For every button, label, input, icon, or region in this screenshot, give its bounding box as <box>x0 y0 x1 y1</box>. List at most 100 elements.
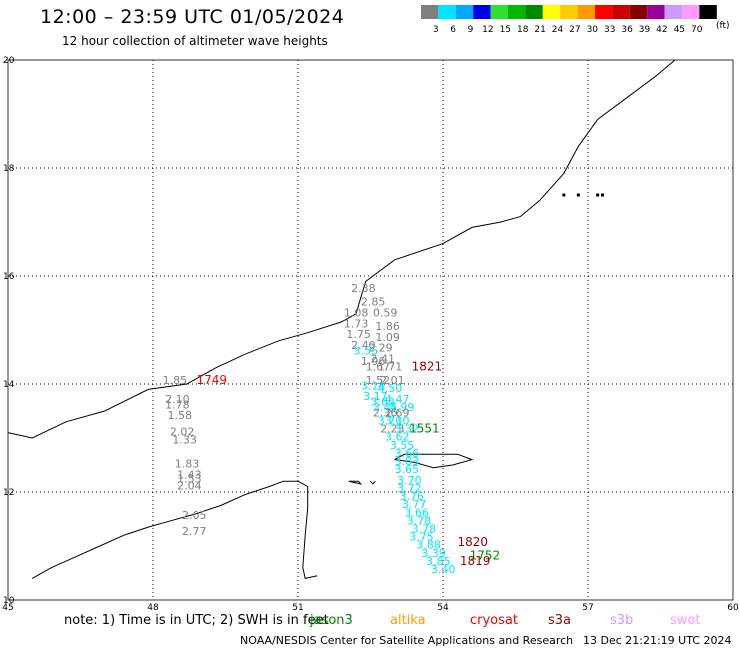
x-tick-label: 60 <box>727 603 739 612</box>
legend-tick-label: 39 <box>639 25 651 35</box>
legend-color-swatch <box>595 5 613 19</box>
legend-tick-label: 12 <box>482 25 493 35</box>
legend-color-swatch <box>455 5 474 19</box>
legend-tick-label: 21 <box>534 25 545 35</box>
data-point-label: 3.78 <box>412 523 437 536</box>
data-point-label: 3.88 <box>416 539 441 552</box>
island-mark <box>596 193 600 197</box>
data-point-label: 2.23 <box>380 423 405 436</box>
data-point-label: 1.53 <box>177 472 202 485</box>
data-point-label: 3.32 <box>395 423 420 436</box>
data-point-label: 3.14 <box>361 379 386 392</box>
legend-color-swatch <box>560 5 578 19</box>
satellite-label-s3a: s3a <box>548 613 572 628</box>
data-point-label: 1.52 <box>366 374 391 387</box>
legend-unit-label: (ft) <box>716 21 730 31</box>
legend-tick-label: 18 <box>517 25 529 35</box>
data-point-label: 3.39 <box>421 547 446 560</box>
data-point-label: 2.01 <box>380 374 405 387</box>
satellite-label-swot: swot <box>670 613 701 628</box>
data-point-label: 3.70 <box>397 474 422 487</box>
data-point-label: 2.40 <box>351 339 376 352</box>
data-point-label: 1.85 <box>163 374 188 387</box>
legend-tick-label: 70 <box>691 25 703 35</box>
legend-color-swatch <box>473 5 491 19</box>
data-point-label: 3.62 <box>371 396 396 409</box>
legend-color-swatch <box>629 5 648 19</box>
island-mark <box>576 193 580 197</box>
legend-color-swatch <box>490 5 508 19</box>
data-point-label: 1.75 <box>346 328 371 341</box>
data-point-label: 0.59 <box>373 307 398 320</box>
legend-tick-label: 15 <box>500 25 511 35</box>
data-point-label: 1752 <box>470 549 501 563</box>
satellite-label-altika: altika <box>390 613 426 628</box>
coastline <box>348 480 363 485</box>
data-point-label: 1551 <box>409 422 440 436</box>
data-point-label: 2.02 <box>170 425 195 438</box>
y-tick-label: 12 <box>3 488 14 498</box>
data-point-label: 3.72 <box>397 482 422 495</box>
island-mark <box>601 193 604 197</box>
legend-color-swatch <box>664 5 682 19</box>
x-tick-label: 54 <box>437 603 449 612</box>
legend-tick-label: 30 <box>587 25 599 35</box>
island-mark <box>562 193 566 197</box>
data-point-label: 1.67 <box>366 361 391 374</box>
legend-tick-label: 45 <box>674 25 685 35</box>
legend-color-swatch <box>421 5 439 19</box>
data-point-label: 1.83 <box>175 458 200 471</box>
legend-tick-label: 6 <box>450 25 456 35</box>
data-point-label: 2.10 <box>165 393 190 406</box>
data-point-label: 2.77 <box>182 525 207 538</box>
satellite-label-s3b: s3b <box>610 613 634 628</box>
satellite-label-cryosat: cryosat <box>470 613 518 628</box>
data-point-label: 4.47 <box>385 393 410 406</box>
y-tick-label: 10 <box>3 596 15 606</box>
coastline <box>394 453 474 469</box>
y-tick-label: 14 <box>3 380 15 390</box>
legend-color-scale: 3 6 9 12 15 18 21 24 27 30 33 36 39 42 45 70 <box>421 5 717 35</box>
x-tick-label: 48 <box>147 603 159 612</box>
data-point-label: 3.55 <box>390 439 415 452</box>
data-point-label: 3.78 <box>407 514 432 527</box>
coastline <box>31 480 318 579</box>
data-point-label: 1.86 <box>375 320 400 333</box>
data-point-label: 1819 <box>460 554 491 568</box>
y-tick-label: 18 <box>3 164 15 174</box>
footer-credit: NOAA/NESDIS Center for Satellite Applica… <box>240 634 574 647</box>
page-title: 12:00 – 23:59 UTC 01/05/2024 <box>40 6 345 28</box>
legend-color-swatch <box>542 5 561 19</box>
legend-color-swatch <box>612 5 630 19</box>
data-point-label: 1.73 <box>344 317 369 330</box>
y-tick-label: 16 <box>3 272 15 282</box>
data-point-label: 1821 <box>412 360 443 374</box>
data-point-label: 2.41 <box>371 352 396 365</box>
data-point-label: 3.66 <box>395 447 420 460</box>
data-point-label: 3.75 <box>409 531 434 544</box>
satellite-label-jason3: jason3 <box>310 613 353 628</box>
x-tick-label: 45 <box>2 603 13 612</box>
legend-color-swatch <box>647 5 665 19</box>
data-point-label: 3.70 <box>378 415 403 428</box>
data-point-label: 3.85 <box>426 555 451 568</box>
note-text: note: 1) Time is in UTC; 2) SWH is in fe… <box>64 613 329 628</box>
legend-color-swatch <box>699 5 717 19</box>
data-point-label: 2.05 <box>182 509 207 522</box>
data-point-label: 3.55 <box>354 344 379 357</box>
data-point-label: 2.38 <box>351 282 376 295</box>
data-point-label: 2.36 <box>373 406 398 419</box>
x-tick-label: 57 <box>582 603 593 612</box>
data-point-label: 1.33 <box>172 433 197 446</box>
data-point-label: 2.04 <box>177 479 202 492</box>
data-point-label: 4.50 <box>378 382 403 395</box>
legend-tick-label: 3 <box>433 25 439 35</box>
data-point-label: 4.99 <box>390 401 415 414</box>
data-point-label: 1820 <box>458 535 489 549</box>
data-point-label: 3.17 <box>363 390 388 403</box>
data-point-label: 1.08 <box>344 307 369 320</box>
coastline <box>370 480 376 485</box>
plot-frame <box>7 59 734 601</box>
data-point-label: 3.62 <box>385 431 410 444</box>
legend-tick-label: 42 <box>656 25 667 35</box>
